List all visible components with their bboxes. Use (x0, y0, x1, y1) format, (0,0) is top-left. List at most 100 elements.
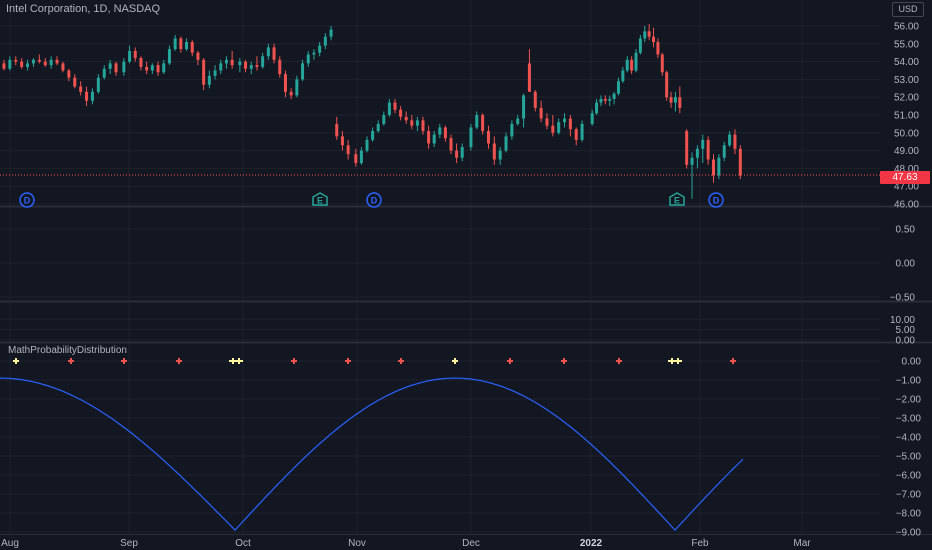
candle-body (527, 63, 531, 92)
indicator-axis-tick: −7.00 (896, 490, 922, 501)
dividend-marker[interactable]: D (19, 192, 35, 208)
earnings-marker[interactable]: E (312, 192, 328, 206)
dividend-circle (708, 192, 724, 208)
time-axis-tick: Sep (120, 538, 138, 549)
candle-body (365, 139, 369, 151)
candle-body (481, 115, 485, 132)
candle-body (469, 127, 473, 148)
candle-body (387, 102, 391, 115)
candle-body (722, 145, 726, 158)
candle-body (728, 134, 732, 146)
event-label: E (317, 196, 323, 206)
cross-marker (176, 358, 182, 364)
candle-body (128, 50, 132, 62)
candle-body (656, 42, 660, 55)
candle-body (266, 47, 270, 57)
event-label: D (713, 196, 720, 206)
candle-body (20, 61, 24, 67)
candle-body (67, 70, 71, 78)
price-axis-tick: 47.00 (894, 182, 919, 193)
price-axis-tick: 46.00 (894, 200, 919, 211)
indicator-axis-tick: −4.00 (896, 433, 922, 444)
candle-body (652, 36, 656, 43)
candle-body (213, 70, 217, 76)
candle-body (612, 93, 616, 99)
pane2-axis-tick: −0.50 (890, 293, 916, 304)
candle-body (14, 59, 18, 62)
dividend-circle (19, 192, 35, 208)
candle-body (196, 52, 200, 60)
candle-body (376, 123, 380, 132)
candle-body (712, 159, 715, 176)
candle-body (8, 59, 12, 69)
indicator-axis-tick: −3.00 (896, 414, 922, 425)
indicator-axis-tick: 0.00 (902, 357, 922, 368)
candle-body (249, 65, 253, 69)
price-axis-tick: 49.00 (894, 146, 919, 157)
candle-body (660, 54, 664, 73)
candle-body (634, 52, 638, 71)
candle-body (167, 49, 171, 64)
price-axis-tick: 53.00 (894, 75, 919, 86)
candle-body (638, 38, 642, 53)
pane-separators[interactable] (0, 205, 932, 535)
candle-body (190, 42, 194, 53)
candle-body (219, 63, 223, 71)
candle-body (608, 98, 612, 101)
dividend-marker[interactable]: D (366, 192, 382, 208)
candle-body (346, 145, 350, 155)
candle-body (73, 77, 77, 87)
time-axis-tick: Nov (348, 538, 366, 549)
candle-body (678, 97, 682, 108)
candle-body (621, 70, 625, 82)
pane3-axis-tick: 0.00 (896, 336, 916, 347)
event-label: D (24, 196, 31, 206)
candle-body (438, 127, 442, 135)
candle-body (443, 127, 447, 139)
indicator-title[interactable]: MathProbabilityDistribution (8, 345, 127, 356)
dividend-marker[interactable]: D (708, 192, 724, 208)
currency-badge[interactable]: USD (892, 2, 924, 17)
time-axis-tick: Dec (462, 538, 480, 549)
candle-body (603, 98, 607, 101)
candle-body (733, 134, 737, 149)
candle-body (312, 52, 316, 55)
candle-body (486, 131, 490, 144)
candle-body (224, 59, 228, 64)
candle-body (272, 47, 276, 60)
earnings-marker[interactable]: E (669, 192, 685, 206)
candle-body (595, 102, 599, 114)
candle-body (685, 131, 689, 165)
candle-body (244, 61, 248, 69)
candle-body (415, 120, 419, 126)
candle-body (255, 65, 259, 67)
time-axis-tick: Aug (1, 538, 19, 549)
candle-body (139, 58, 143, 67)
candle-body (574, 129, 578, 140)
candle-body (49, 59, 53, 66)
candle-body (108, 63, 112, 69)
candle-body (673, 97, 677, 103)
probability-curve (0, 377, 744, 531)
candle-body (31, 59, 35, 64)
candle-body (399, 109, 403, 117)
candle-body (717, 157, 721, 176)
symbol-title[interactable]: Intel Corporation, 1D, NASDAQ (6, 3, 161, 15)
indicator-curve (0, 377, 744, 531)
candle-body (551, 125, 555, 133)
candle-body (278, 59, 282, 75)
candle-body (498, 150, 502, 160)
candle-body (504, 136, 508, 151)
candle-body (173, 38, 177, 50)
candle-body (643, 31, 647, 39)
price-axis[interactable]: 56.00 55.00 54.00 53.00 52.00 51.00 50.00 49.00… (890, 22, 922, 539)
cross-marker (507, 358, 513, 364)
candle-body (55, 59, 59, 64)
candle-body (701, 139, 705, 149)
pane3-axis-tick: 10.00 (890, 315, 915, 326)
time-axis[interactable]: Aug Sep Oct Nov Dec 2022 Feb Mar (1, 538, 811, 549)
candle-body (306, 54, 310, 64)
